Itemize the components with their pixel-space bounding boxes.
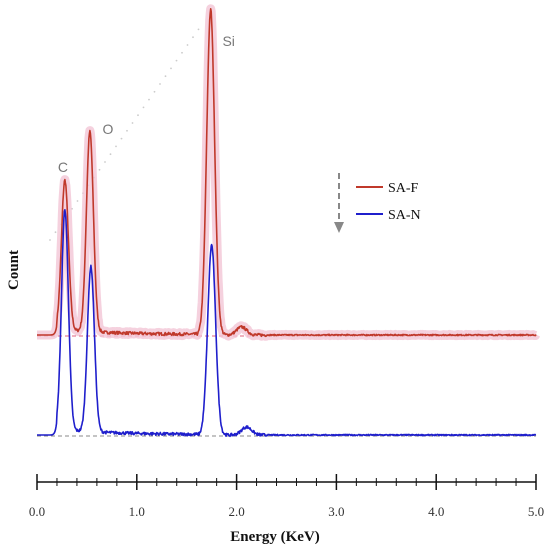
decor-dot	[159, 83, 161, 85]
baselines	[37, 335, 536, 437]
decor-dot	[115, 145, 117, 148]
legend-item-sa-n: SA-N	[356, 208, 421, 223]
series-lines	[33, 4, 541, 438]
decor-dot	[170, 67, 172, 70]
series-halo-sa-f	[33, 4, 541, 341]
decor-dot	[126, 129, 128, 132]
decor-dot	[142, 106, 145, 109]
y-axis-title: Count	[6, 250, 22, 290]
decor-dot	[153, 90, 156, 93]
decor-dot	[109, 153, 112, 156]
decor-dot	[148, 98, 150, 101]
decor-dot	[181, 51, 183, 54]
decor-dot	[104, 161, 106, 163]
x-tick-label: 3.0	[328, 504, 344, 519]
peak-label-c: C	[58, 159, 68, 175]
x-tick-label: 2.0	[228, 504, 244, 519]
decor-dot	[54, 231, 57, 234]
legend-arrow	[334, 173, 344, 233]
x-tick-label: 4.0	[428, 504, 444, 519]
decor-dot	[192, 36, 194, 39]
decor-dot	[186, 44, 189, 46]
peak-label-si: Si	[222, 33, 234, 49]
decor-dot	[175, 59, 178, 62]
x-tick-label: 0.0	[29, 504, 45, 519]
decor-dot	[197, 28, 200, 31]
x-tick-label: 5.0	[528, 504, 544, 519]
legend: SA-F SA-N	[334, 173, 421, 233]
peak-labels: C O Si	[58, 33, 235, 175]
legend-item-sa-f: SA-F	[356, 181, 419, 196]
decor-dot	[164, 75, 167, 78]
series-line-sa-f	[36, 8, 537, 338]
decor-dot	[98, 168, 101, 171]
decor-dot	[131, 122, 134, 124]
decor-dot	[120, 137, 123, 140]
peak-label-o: O	[102, 121, 113, 137]
x-axis-title: Energy (KeV)	[230, 529, 320, 545]
x-axis-ticks: 0.0 1.0 2.0 3.0 4.0 5.0	[29, 474, 544, 519]
decor-dot	[49, 239, 51, 241]
decor-dot	[76, 200, 79, 202]
x-tick-label: 1.0	[129, 504, 145, 519]
series-line-sa-n	[36, 209, 537, 438]
legend-label-sa-n: SA-N	[388, 208, 421, 223]
decor-dot	[137, 114, 139, 117]
legend-label-sa-f: SA-F	[388, 181, 419, 196]
